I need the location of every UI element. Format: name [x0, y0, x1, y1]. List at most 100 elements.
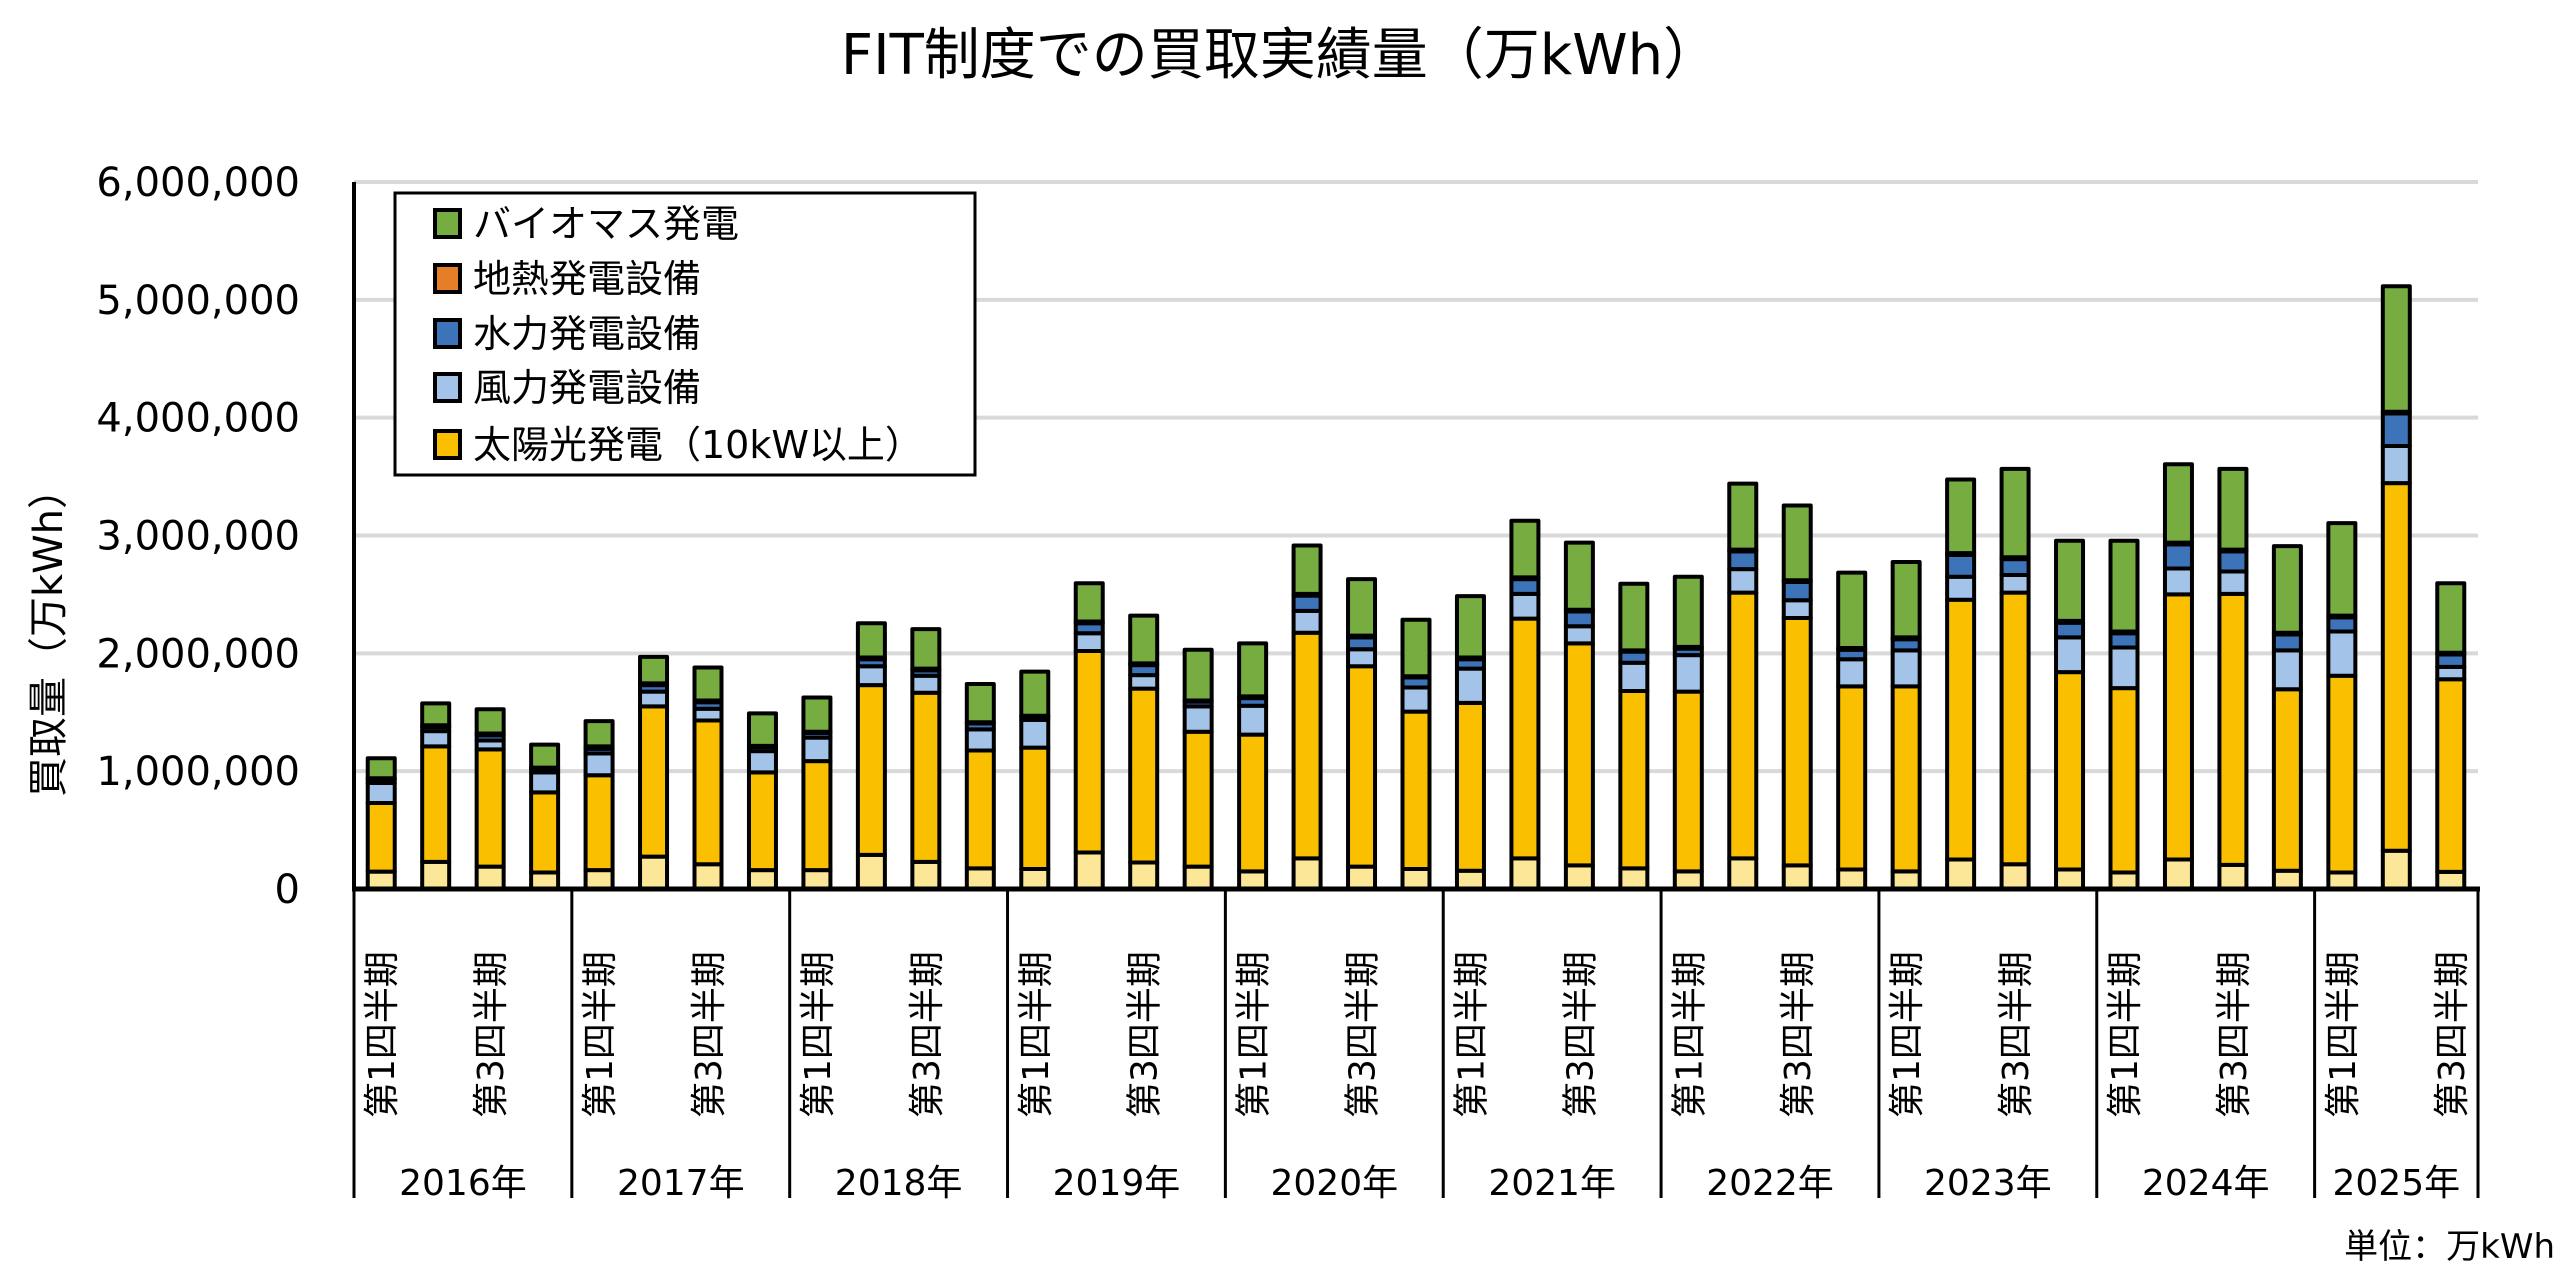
legend-swatch	[433, 263, 462, 294]
legend-label: バイオマス発電	[473, 202, 739, 246]
year-label: 2025年	[2332, 1163, 2460, 1204]
bar-segment	[1182, 704, 1214, 734]
quarter-label: 第1四半期	[1669, 951, 1710, 1118]
bar-segment	[1563, 540, 1595, 612]
bar-segment	[910, 690, 942, 864]
bar-segment	[1128, 673, 1160, 691]
bar-segment	[1781, 503, 1813, 583]
bar-segment	[1509, 577, 1541, 596]
bar-segment	[2108, 538, 2140, 634]
year-label: 2021年	[1488, 1163, 1616, 1204]
bars	[365, 284, 2467, 892]
bar-segment	[365, 869, 397, 892]
bar-segment	[2271, 868, 2303, 892]
bar-stack	[2326, 521, 2358, 892]
bar-segment	[1291, 593, 1323, 613]
bar-segment	[1781, 598, 1813, 620]
bar-segment	[1727, 481, 1759, 552]
year-label: 2024年	[2142, 1163, 2270, 1204]
bar-segment	[1019, 866, 1051, 891]
bar-segment	[1400, 709, 1432, 871]
bar-segment	[474, 747, 506, 869]
quarter-label: 第3四半期	[2214, 951, 2255, 1118]
legend-swatch	[433, 318, 462, 349]
bar-segment	[1073, 631, 1105, 653]
bar-segment	[1454, 594, 1486, 660]
bar-stack	[855, 621, 887, 891]
bar-segment	[1618, 660, 1650, 694]
legend-swatch	[433, 372, 462, 403]
quarter-label: 第1四半期	[2105, 951, 2146, 1118]
bar-segment	[1346, 577, 1378, 638]
bar-stack	[1128, 613, 1160, 891]
bar-stack	[365, 756, 397, 892]
bar-segment	[801, 868, 833, 891]
bar-segment	[1890, 684, 1922, 874]
legend-label: 地熱発電設備	[473, 257, 701, 301]
bar-segment	[746, 868, 778, 891]
legend-item: 水力発電設備	[433, 312, 701, 356]
bar-segment	[801, 695, 833, 734]
bar-segment	[1563, 641, 1595, 868]
bar-segment	[638, 654, 670, 686]
bar-segment	[692, 718, 724, 867]
bar-segment	[910, 859, 942, 891]
x-axis-labels: 第1四半期 第3四半期 2016年 第1四半期 第3四半期 2017年 第1四半期 第3四半期…	[362, 951, 2473, 1204]
bar-stack	[1672, 574, 1704, 892]
bar-stack	[1454, 594, 1486, 892]
bar-segment	[1291, 543, 1323, 596]
bar-segment	[1781, 580, 1813, 603]
y-axis-ticks: 0 1,000,000 2,000,000 3,000,000 4,000,000 5,0…	[96, 160, 300, 913]
bar-segment	[529, 742, 561, 770]
bar-segment	[1836, 657, 1868, 689]
y-axis-title: 買取量（万kWh）	[26, 469, 72, 797]
bar-segment	[1073, 648, 1105, 855]
bar-segment	[1727, 549, 1759, 572]
bar-segment	[1999, 466, 2031, 560]
bar-segment	[1945, 477, 1977, 556]
quarter-label: 第3四半期	[1560, 951, 1601, 1118]
bar-segment	[365, 780, 397, 805]
bar-segment	[1237, 703, 1269, 737]
bar-segment	[2326, 521, 2358, 618]
legend-item: 太陽光発電（10kW以上）	[433, 423, 923, 467]
bar-segment	[1400, 866, 1432, 891]
quarter-label: 第1四半期	[1887, 951, 1928, 1118]
bar-segment	[855, 664, 887, 688]
bar-segment	[1945, 857, 1977, 892]
bar-segment	[1672, 574, 1704, 649]
bar-segment	[1563, 863, 1595, 892]
bar-segment	[801, 735, 833, 764]
bar-stack	[474, 707, 506, 892]
bar-segment	[2162, 857, 2194, 892]
year-label: 2022年	[1706, 1163, 1834, 1204]
bar-segment	[2217, 549, 2249, 574]
bar-stack	[746, 711, 778, 891]
legend-label: 太陽光発電（10kW以上）	[473, 423, 923, 467]
bar-segment	[1509, 856, 1541, 892]
year-label: 2020年	[1270, 1163, 1398, 1204]
bar-segment	[964, 866, 996, 891]
bar-segment	[746, 749, 778, 775]
bar-segment	[1727, 590, 1759, 861]
bar-stack	[1509, 518, 1541, 892]
bar-segment	[1019, 669, 1051, 718]
bar-segment	[474, 707, 506, 736]
bar-segment	[1509, 616, 1541, 861]
bar-segment	[2380, 411, 2412, 448]
bar-stack	[692, 665, 724, 892]
bar-segment	[855, 852, 887, 891]
quarter-label: 第1四半期	[1016, 951, 1057, 1118]
quarter-label: 第3四半期	[907, 951, 948, 1118]
bar-segment	[692, 665, 724, 703]
bar-segment	[746, 711, 778, 748]
bar-segment	[1182, 729, 1214, 869]
bar-stack	[2271, 544, 2303, 892]
bar-segment	[1945, 597, 1977, 862]
bar-segment	[1237, 641, 1269, 699]
bar-segment	[1291, 608, 1323, 635]
year-label: 2023年	[1924, 1163, 2052, 1204]
bar-segment	[1999, 862, 2031, 892]
bar-segment	[1563, 609, 1595, 629]
bar-segment	[638, 704, 670, 859]
